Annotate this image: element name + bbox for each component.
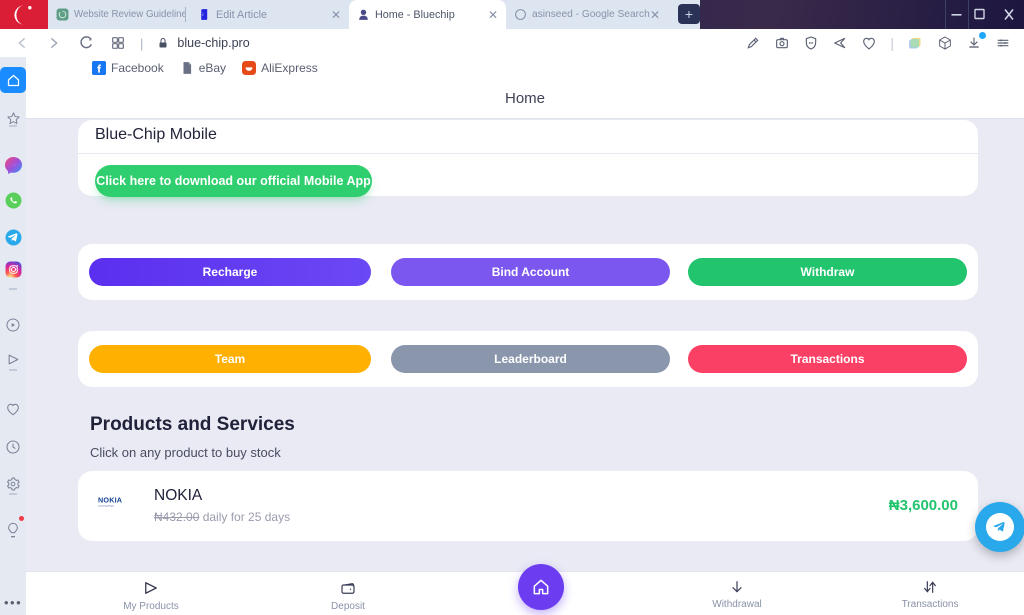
svg-text:Connecting People: Connecting People: [98, 504, 114, 507]
svg-text:NOKIA: NOKIA: [98, 496, 123, 505]
svg-text:i: i: [202, 12, 203, 18]
